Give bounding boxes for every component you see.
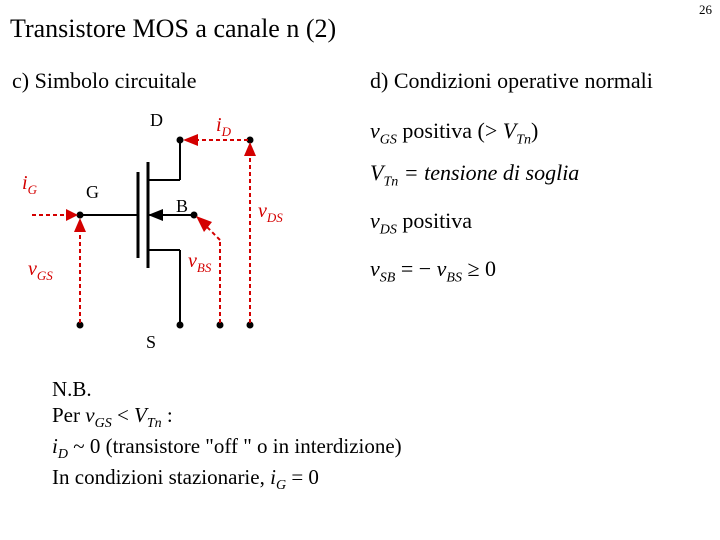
note-line-4: In condizioni stazionarie, iG = 0: [52, 464, 402, 495]
note-line-1: N.B.: [52, 376, 402, 402]
label-iG: iG: [22, 172, 37, 198]
note-line-3: iD ~ 0 (transistore "off " o in interdiz…: [52, 433, 402, 464]
label-B: B: [176, 196, 188, 217]
cond-vds-positive: vDS positiva: [370, 208, 472, 238]
cond-vtn: VTn = tensione di soglia: [370, 160, 579, 190]
subtitle-c: c) Simbolo circuitale: [12, 68, 197, 94]
label-G: G: [86, 182, 99, 203]
label-vBS: vBS: [188, 250, 211, 276]
label-vDS: vDS: [258, 200, 283, 226]
note-block: N.B. Per vGS < VTn : iD ~ 0 (transistore…: [52, 376, 402, 494]
subtitle-d: d) Condizioni operative normali: [370, 68, 653, 94]
label-iD: iD: [216, 114, 231, 140]
page-title: Transistore MOS a canale n (2): [10, 14, 336, 44]
cond-vgs-positive: vGS positiva (> VTn): [370, 118, 538, 148]
label-S: S: [146, 332, 156, 353]
cond-vsb: vSB = − vBS ≥ 0: [370, 256, 496, 286]
label-D: D: [150, 110, 163, 131]
note-line-2: Per vGS < VTn :: [52, 402, 402, 433]
mosfet-diagram: D iD iG G B vDS vGS vBS S: [20, 100, 350, 360]
page-number: 26: [699, 2, 712, 18]
mosfet-svg: [20, 100, 350, 360]
label-vGS: vGS: [28, 258, 53, 284]
